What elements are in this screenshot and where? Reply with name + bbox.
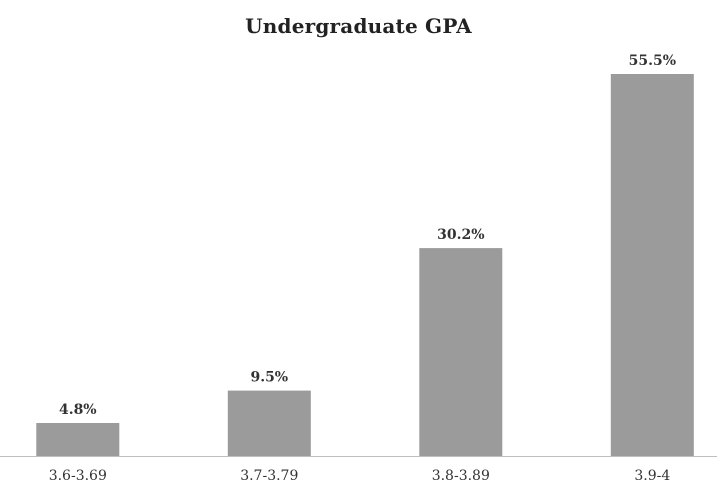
- x-tick-label: 3.6-3.69: [49, 468, 107, 484]
- data-label: 30.2%: [437, 227, 484, 243]
- bar: [419, 248, 503, 456]
- data-label: 9.5%: [250, 370, 288, 386]
- x-tick-label: 3.7-3.79: [240, 468, 298, 484]
- bar: [610, 74, 694, 456]
- x-tick-label: 3.8-3.89: [432, 468, 490, 484]
- bar: [227, 390, 311, 456]
- chart-title: Undergraduate GPA: [245, 14, 472, 38]
- x-tick-label: 3.9-4: [634, 468, 670, 484]
- data-label: 55.5%: [629, 53, 676, 69]
- data-label: 4.8%: [59, 402, 97, 418]
- bar: [36, 423, 120, 456]
